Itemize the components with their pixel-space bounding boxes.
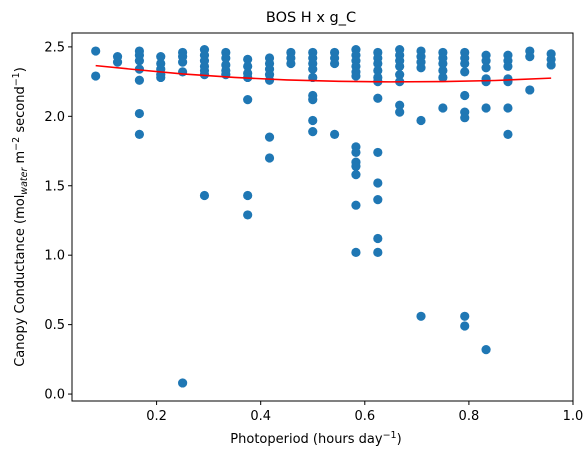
- data-point: [264, 153, 275, 163]
- data-point: [330, 129, 340, 139]
- data-point: [351, 71, 361, 81]
- y-tick-label: 1.5: [44, 179, 65, 194]
- data-point: [243, 61, 253, 71]
- data-point: [308, 64, 318, 74]
- data-point: [438, 58, 448, 69]
- data-point: [308, 95, 318, 105]
- data-point: [112, 57, 123, 67]
- data-point: [134, 108, 145, 119]
- x-tick-label: 1.0: [563, 409, 584, 424]
- data-point: [416, 115, 426, 126]
- data-point: [373, 58, 383, 69]
- data-point: [351, 247, 361, 258]
- data-point: [156, 52, 166, 62]
- data-point: [134, 75, 145, 85]
- data-point: [481, 56, 491, 66]
- data-point: [503, 61, 513, 71]
- data-point: [373, 93, 383, 103]
- data-point: [525, 85, 535, 95]
- fit-curve: [95, 64, 552, 83]
- data-point: [373, 65, 383, 76]
- y-tick-label: 0.0: [44, 388, 65, 403]
- data-point: [395, 107, 405, 117]
- y-axis: 0.0 0.5 1.0 1.5 2.0 2.5: [44, 40, 72, 403]
- x-tick-label: 0.4: [250, 409, 271, 424]
- plot-area: [71, 32, 574, 402]
- data-point: [134, 56, 145, 66]
- data-point: [481, 63, 491, 73]
- data-point: [330, 58, 340, 69]
- data-point: [199, 190, 210, 201]
- data-point: [481, 77, 491, 87]
- data-point: [395, 100, 405, 110]
- data-point: [351, 147, 361, 158]
- data-point: [481, 345, 491, 355]
- data-point: [308, 127, 318, 137]
- data-point: [286, 58, 296, 69]
- data-point: [460, 321, 470, 331]
- data-point: [156, 72, 166, 83]
- scatter-series: [91, 45, 556, 388]
- data-point: [221, 53, 231, 63]
- data-point: [546, 60, 556, 70]
- data-point: [438, 72, 448, 83]
- data-point: [438, 103, 448, 113]
- data-point: [373, 178, 383, 188]
- x-tick-label: 0.2: [146, 409, 167, 424]
- data-point: [373, 247, 383, 258]
- data-point: [243, 210, 253, 220]
- data-point: [178, 57, 188, 67]
- data-point: [243, 95, 253, 105]
- data-point: [416, 311, 426, 321]
- chart-title: BOS H x g_C: [266, 10, 356, 26]
- data-point: [395, 70, 405, 80]
- data-point: [460, 67, 470, 77]
- data-point: [460, 113, 470, 123]
- data-point: [178, 67, 188, 77]
- data-point: [91, 71, 101, 81]
- data-point: [178, 378, 188, 388]
- data-point: [395, 61, 405, 71]
- data-point: [373, 195, 383, 205]
- axes-frame: [71, 32, 574, 402]
- data-point: [264, 132, 275, 142]
- data-point: [503, 103, 513, 113]
- data-point: [503, 129, 513, 139]
- data-point: [373, 233, 383, 244]
- data-point: [460, 311, 470, 321]
- x-axis: 0.2 0.4 0.6 0.8 1.0: [146, 401, 583, 424]
- data-point: [243, 54, 253, 64]
- data-point: [503, 77, 513, 87]
- x-tick-label: 0.8: [459, 409, 480, 424]
- y-tick-label: 2.5: [44, 40, 65, 55]
- data-point: [134, 64, 145, 74]
- data-point: [351, 170, 361, 180]
- data-point: [460, 90, 470, 101]
- data-point: [264, 75, 275, 85]
- data-point: [373, 147, 383, 158]
- x-tick-label: 0.6: [354, 409, 375, 424]
- data-point: [243, 190, 253, 201]
- data-point: [438, 65, 448, 76]
- data-point: [351, 161, 361, 171]
- data-point: [134, 129, 145, 139]
- data-point: [416, 63, 426, 73]
- data-point: [460, 58, 470, 69]
- data-point: [351, 200, 361, 210]
- data-point: [525, 52, 535, 62]
- y-tick-label: 2.0: [44, 110, 65, 125]
- y-tick-label: 0.5: [44, 318, 65, 333]
- data-point: [91, 46, 101, 56]
- data-point: [481, 103, 491, 113]
- x-axis-label: Photoperiod (hours day−1): [230, 430, 401, 447]
- data-point: [308, 72, 318, 83]
- y-axis-label: Canopy Conductance (molwater m−2 second−…: [11, 67, 30, 367]
- data-point: [221, 70, 231, 80]
- data-point: [308, 115, 318, 126]
- y-tick-label: 1.0: [44, 249, 65, 264]
